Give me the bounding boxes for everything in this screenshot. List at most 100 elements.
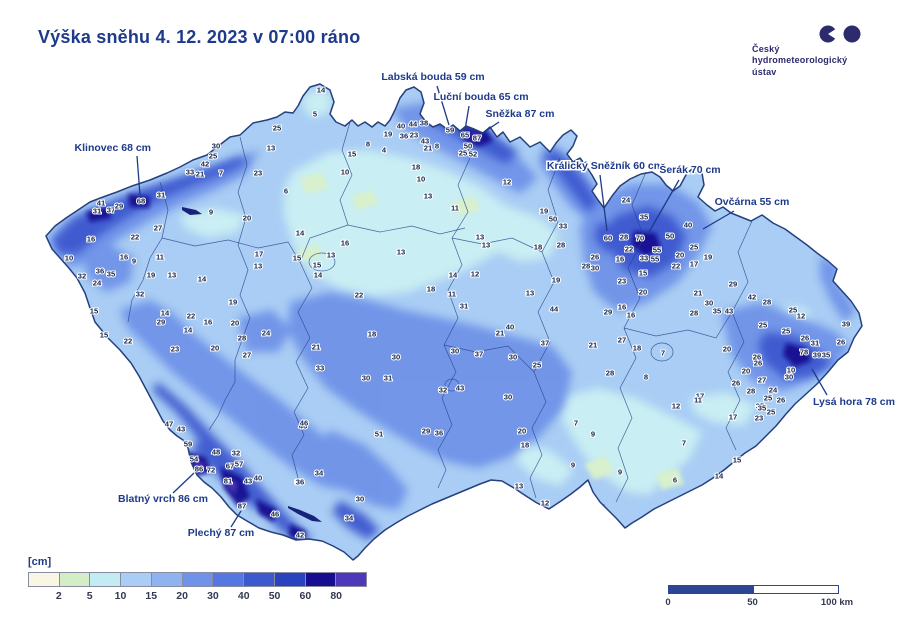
station-value: 20 — [243, 214, 251, 223]
station-value: 11 — [694, 396, 703, 405]
legend-tick: 60 — [299, 590, 312, 602]
station-value: 44 — [409, 120, 418, 129]
legend-color-cell — [59, 573, 91, 586]
station-value: 31 — [811, 339, 820, 348]
station-value: 13 — [515, 482, 523, 491]
scalebar-end: 100 km — [820, 597, 854, 608]
station-value: 16 — [87, 235, 95, 244]
station-value: 25 — [764, 394, 773, 403]
station-value: 19 — [552, 276, 560, 285]
station-value: 28 — [620, 233, 628, 242]
station-value: 36 — [96, 267, 104, 276]
snow-depth-legend: [cm] 2 5 10 15 20 30 40 50 60 80 — [28, 556, 388, 604]
station-value: 15 — [348, 150, 357, 159]
station-value: 34 — [315, 469, 324, 478]
legend-tick: 30 — [207, 590, 219, 602]
station-value: 13 — [424, 192, 432, 201]
station-value: 25 — [759, 321, 768, 330]
station-value: 27 — [758, 376, 766, 385]
station-value: 25 — [459, 149, 468, 158]
station-value: 37 — [475, 350, 483, 359]
station-value: 20 — [723, 345, 731, 354]
station-value: 24 — [769, 386, 778, 395]
station-value: 7 — [574, 419, 578, 428]
station-value: 25 — [767, 408, 776, 417]
station-value: 43 — [421, 137, 429, 146]
station-value: 33 — [316, 364, 324, 373]
station-value: 24 — [93, 279, 102, 288]
station-value: 20 — [742, 367, 750, 376]
legend-color-cell — [151, 573, 183, 586]
station-value: 13 — [526, 289, 534, 298]
callout-label: Ovčárna 55 cm — [715, 196, 790, 208]
prague-city-border — [308, 252, 336, 272]
station-value: 19 — [384, 130, 392, 139]
station-value: 7 — [682, 439, 686, 448]
station-value: 26 — [837, 338, 845, 347]
callout-line — [436, 85, 450, 126]
station-value: 11 — [448, 290, 457, 299]
city-border — [444, 378, 460, 392]
station-value: 9 — [571, 461, 575, 470]
callout-line — [648, 179, 680, 233]
legend-tick-labels: 2 5 10 15 20 30 40 50 60 80 — [28, 590, 388, 604]
station-value: 10 — [787, 366, 795, 375]
station-value: 20 — [211, 344, 219, 353]
callout-label: Plechý 87 cm — [188, 527, 255, 539]
legend-color-cell — [305, 573, 337, 586]
station-value: 8 — [366, 140, 370, 149]
callout-line — [136, 155, 141, 196]
station-value: 35 — [640, 213, 649, 222]
station-value: 44 — [550, 305, 559, 314]
station-value: 10 — [65, 254, 73, 263]
station-value: 13 — [327, 251, 335, 260]
station-value: 18 — [534, 243, 542, 252]
station-value: 20 — [639, 288, 647, 297]
station-value: 26 — [732, 379, 740, 388]
station-value: 23 — [410, 131, 418, 140]
station-value: 26 — [753, 353, 761, 362]
station-value: 43 — [244, 477, 252, 486]
station-value: 30 — [509, 353, 517, 362]
station-value: 12 — [541, 499, 549, 508]
callout-label: Luční bouda 65 cm — [433, 91, 528, 103]
station-value: 36 — [435, 429, 443, 438]
station-value: 13 — [482, 241, 490, 250]
station-value: 19 — [704, 253, 712, 262]
station-value: 14 — [449, 271, 458, 280]
station-value: 46 — [300, 419, 308, 428]
station-value: 8 — [644, 373, 648, 382]
station-value: 42 — [296, 531, 304, 540]
station-value: 30 — [392, 353, 400, 362]
station-value: 31 — [93, 207, 102, 216]
station-value: 13 — [267, 144, 275, 153]
scalebar-bar — [668, 585, 839, 594]
station-value: 16 — [618, 303, 626, 312]
station-value: 47 — [165, 420, 173, 429]
station-value: 14 — [715, 472, 724, 481]
station-value: 46 — [271, 510, 279, 519]
station-value: 13 — [476, 233, 484, 242]
peak-callouts: Klinovec 68 cm Labská bouda 59 cm Luční bo… — [73, 70, 896, 541]
station-value: 15 — [313, 261, 322, 270]
scalebar-labels: 0 50 100 km — [665, 597, 858, 609]
legend-color-cell — [213, 573, 245, 586]
station-value: 14 — [184, 326, 193, 335]
station-value: 87 — [473, 134, 481, 143]
station-value: 78 — [800, 348, 808, 357]
station-value: 43 — [456, 384, 464, 393]
station-value: 50 — [666, 232, 674, 241]
region-borders — [127, 121, 753, 503]
callout-label: Lysá hora 78 cm — [813, 396, 895, 408]
station-value: 19 — [540, 207, 548, 216]
station-value: 19 — [147, 271, 155, 280]
brno-city-border — [650, 342, 674, 362]
station-value: 41 — [97, 199, 106, 208]
station-value: 46 — [299, 422, 307, 431]
station-value: 24 — [262, 329, 271, 338]
station-value: 32 — [439, 386, 447, 395]
station-value: 50 — [549, 215, 557, 224]
station-value: 48 — [212, 448, 220, 457]
station-value: 28 — [606, 369, 614, 378]
